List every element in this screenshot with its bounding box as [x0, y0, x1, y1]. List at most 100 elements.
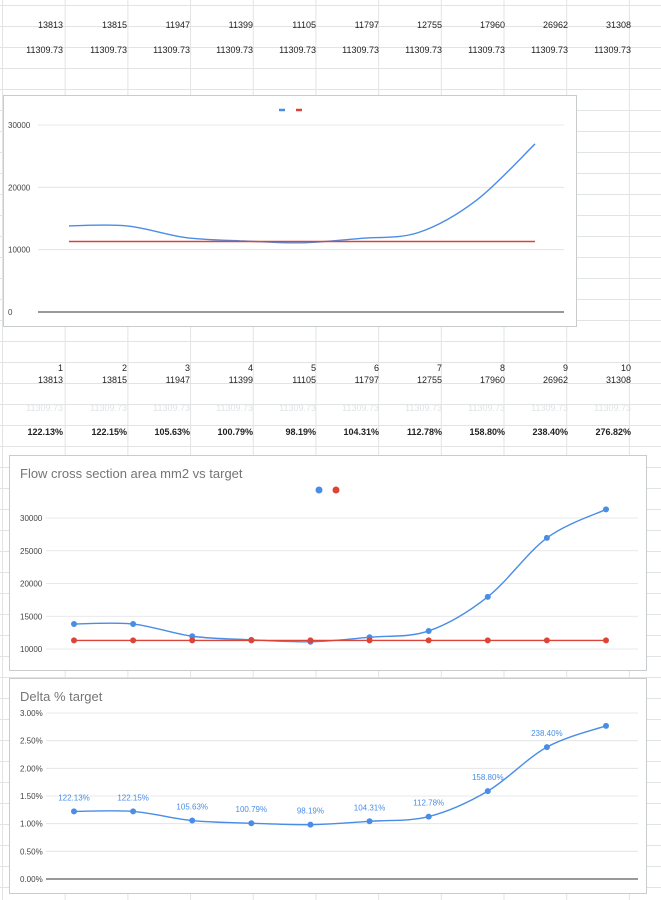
sheet-cell[interactable]: 100.79%: [217, 427, 253, 437]
sheet-cell[interactable]: 1: [57, 363, 63, 373]
y-tick-label: 0.00%: [20, 875, 43, 884]
sheet-cell[interactable]: 31308: [605, 20, 631, 30]
sheet-cell[interactable]: 11309.73: [342, 403, 379, 413]
sheet-cell[interactable]: 11105: [292, 20, 316, 30]
sheet-cell[interactable]: 12755: [416, 375, 442, 385]
sheet-cell[interactable]: 122.13%: [27, 427, 63, 437]
sheet-cell[interactable]: 11309.73: [153, 45, 190, 55]
sheet-cell[interactable]: 11309.73: [468, 403, 505, 413]
sheet-cell[interactable]: 11399: [228, 20, 253, 30]
sheet-cell[interactable]: 13815: [101, 375, 127, 385]
sheet-cell[interactable]: 4: [247, 363, 253, 373]
y-tick-label: 0: [8, 308, 13, 317]
sheet-cell[interactable]: 11309.73: [531, 403, 568, 413]
y-tick-label: 20000: [8, 183, 31, 192]
sheet-cell[interactable]: 11309.73: [90, 403, 127, 413]
sheet-cell[interactable]: 7: [436, 363, 442, 373]
legend-marker-2: [332, 486, 340, 494]
sheet-cell[interactable]: 122.15%: [91, 427, 127, 437]
data-point: [543, 534, 550, 541]
sheet-cell[interactable]: 8: [499, 363, 505, 373]
sheet-cell[interactable]: 11309.73: [468, 45, 505, 55]
series-line-1: [68, 143, 536, 244]
series-line-1: [73, 725, 607, 826]
sheet-cell[interactable]: 11309.73: [405, 45, 442, 55]
data-point: [484, 788, 491, 795]
sheet-cell[interactable]: 104.31%: [343, 427, 379, 437]
sheet-cell[interactable]: 11309.73: [26, 403, 63, 413]
y-tick-label: 2.00%: [20, 764, 43, 773]
sheet-row-target: 11309.73 11309.73 11309.73 11309.73 11309.73…: [0, 42, 661, 58]
sheet-cell[interactable]: 11399: [228, 375, 253, 385]
sheet-cell[interactable]: 9: [562, 363, 568, 373]
data-label: 104.31%: [354, 803, 386, 812]
y-tick-label: 0.50%: [20, 847, 43, 856]
data-point: [425, 627, 432, 634]
sheet-cell[interactable]: 5: [310, 363, 316, 373]
chart-1[interactable]: 0 10000 20000 30000: [3, 95, 577, 327]
sheet-cell[interactable]: 11309.73: [90, 45, 127, 55]
sheet-cell[interactable]: 13815: [101, 20, 127, 30]
sheet-cell[interactable]: 11309.73: [216, 403, 253, 413]
sheet-cell[interactable]: 26962: [542, 20, 568, 30]
sheet-cell[interactable]: 3: [184, 363, 190, 373]
sheet-cell[interactable]: 13813: [37, 375, 63, 385]
sheet-row-values: 13813 13815 11947 11399 11105 11797 12755 17960…: [0, 17, 661, 33]
sheet-cell[interactable]: 11105: [292, 375, 316, 385]
sheet-cell[interactable]: 11309.73: [153, 403, 190, 413]
sheet-cell[interactable]: 11797: [354, 375, 379, 385]
sheet-cell[interactable]: 17960: [479, 20, 505, 30]
sheet-cell[interactable]: 11309.73: [531, 45, 568, 55]
data-point: [189, 637, 196, 644]
sheet-cell[interactable]: 31308: [605, 375, 631, 385]
y-tick-label: 30000: [20, 514, 43, 523]
sheet-cell[interactable]: 13813: [37, 20, 63, 30]
sheet-cell[interactable]: 10: [620, 363, 631, 373]
sheet-cell[interactable]: 11309.73: [279, 45, 316, 55]
data-point: [603, 722, 609, 729]
chart-2-svg: 10000 15000 20000 25000 30000: [20, 486, 638, 654]
sheet-cell[interactable]: 26962: [542, 375, 568, 385]
data-point: [307, 821, 314, 828]
sheet-cell[interactable]: 276.82%: [595, 427, 631, 437]
sheet-row-values-2: 13813 13815 11947 11399 11105 11797 12755 17960…: [0, 372, 661, 388]
sheet-cell[interactable]: 11947: [165, 20, 190, 30]
data-point: [425, 637, 432, 644]
sheet-cell[interactable]: 11309.73: [26, 45, 63, 55]
chart-3[interactable]: Delta % target 0.00% 0.50% 1.00% 1.50% 2.00%…: [9, 678, 647, 894]
data-label: 105.63%: [176, 803, 208, 812]
sheet-cell[interactable]: 17960: [479, 375, 505, 385]
sheet-cell[interactable]: 11947: [165, 375, 190, 385]
sheet-row-index: 1 2 3 4 5 6 7 8 9 10: [0, 360, 661, 376]
sheet-cell[interactable]: 11797: [354, 20, 379, 30]
sheet-cell[interactable]: 6: [373, 363, 379, 373]
sheet-cell[interactable]: 2: [121, 363, 127, 373]
sheet-cell[interactable]: 98.19%: [285, 427, 316, 437]
sheet-row-percent: 122.13% 122.15% 105.63% 100.79% 98.19% 104.31…: [0, 424, 661, 440]
y-tick-label: 2.50%: [20, 737, 43, 746]
sheet-cell[interactable]: 238.40%: [532, 427, 568, 437]
data-point: [603, 637, 609, 644]
sheet-cell[interactable]: 11309.73: [594, 45, 631, 55]
sheet-cell[interactable]: 11309.73: [594, 403, 631, 413]
sheet-cell[interactable]: 11309.73: [405, 403, 442, 413]
data-point: [189, 817, 196, 824]
sheet-cell[interactable]: 105.63%: [154, 427, 190, 437]
data-point: [603, 506, 609, 513]
sheet-cell[interactable]: 11309.73: [216, 45, 253, 55]
sheet-cell[interactable]: 12755: [416, 20, 442, 30]
data-point: [248, 637, 255, 644]
sheet-row-target-2: 11309.73 11309.73 11309.73 11309.73 11309.73…: [0, 400, 661, 416]
sheet-cell[interactable]: 112.78%: [406, 427, 442, 437]
data-point: [189, 633, 196, 640]
data-point: [248, 820, 255, 827]
y-tick-label: 1.50%: [20, 792, 43, 801]
data-point: [425, 813, 432, 820]
y-tick-label: 1.00%: [20, 820, 43, 829]
sheet-cell[interactable]: 11309.73: [342, 45, 379, 55]
sheet-cell[interactable]: 158.80%: [469, 427, 505, 437]
data-label: 158.80%: [472, 773, 504, 782]
chart-2[interactable]: Flow cross section area mm2 vs target 10…: [9, 455, 647, 671]
sheet-cell[interactable]: 11309.73: [279, 403, 316, 413]
chart-3-svg: 0.00% 0.50% 1.00% 1.50% 2.00% 2.50% 3.00% 122.1…: [20, 709, 638, 884]
